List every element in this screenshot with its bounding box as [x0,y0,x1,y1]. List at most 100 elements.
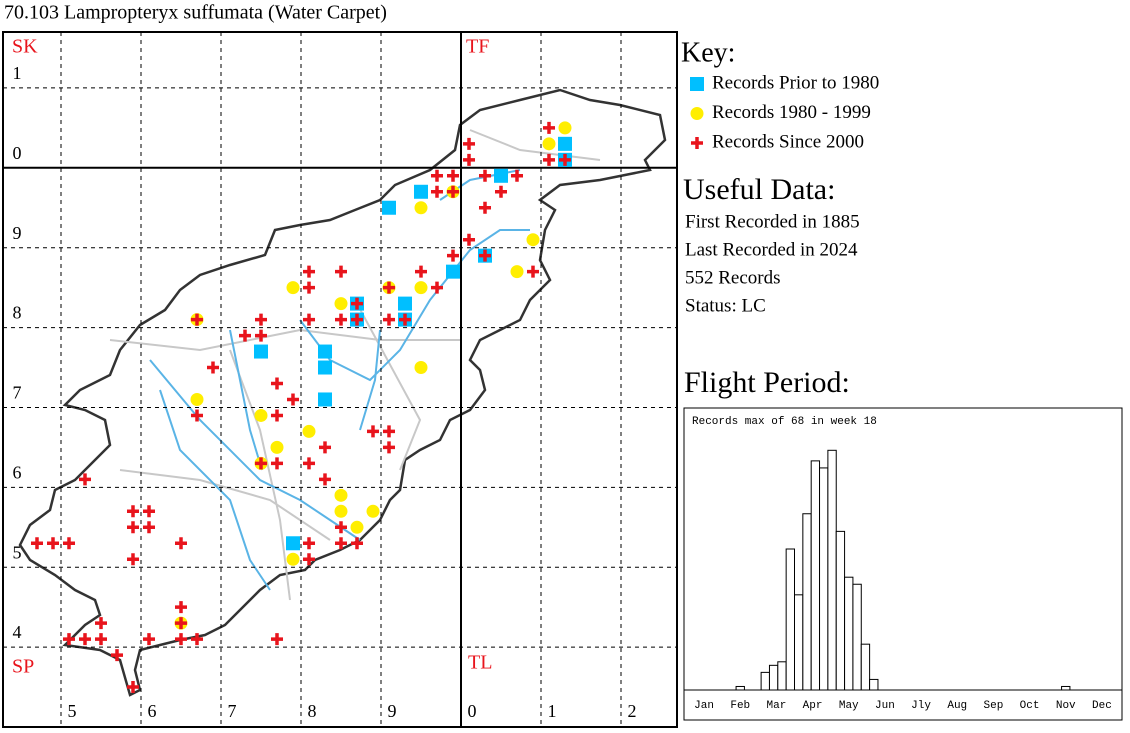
x-tick-label: Nov [1056,700,1076,712]
x-tick-label: Feb [730,700,750,712]
record-cross [319,441,331,454]
record-cross [351,297,363,310]
record-cross [319,473,331,486]
record-square [398,296,412,311]
square-label: SP [12,656,34,678]
bar [802,513,812,691]
useful-data-line: Last Recorded in 2024 [685,239,858,260]
x-tick-label: 2 [628,701,637,721]
record-square [558,136,572,151]
record-cross [479,249,491,262]
record-cross [303,553,315,566]
record-dot [270,440,284,454]
record-cross [303,537,315,550]
record-square [494,168,508,183]
record-cross [255,313,267,326]
record-cross [559,153,571,166]
x-tick-label: 9 [388,701,397,721]
record-cross [367,425,379,438]
record-cross [479,169,491,182]
record-cross [95,617,107,630]
record-dot [542,137,556,151]
y-tick-label: 4 [13,622,22,642]
record-cross [143,521,155,534]
useful-data: First Recorded in 1885 Last Recorded in 2… [685,211,860,316]
river [149,169,530,591]
bar [1061,685,1071,691]
record-dot [334,504,348,518]
record-dot [414,201,428,215]
record-cross [415,265,427,278]
record-cross [255,329,267,342]
record-cross [207,361,219,374]
y-tick-label: 8 [13,303,22,323]
y-tick-label: 1 [13,63,22,83]
chart-frame [683,407,1123,721]
y-tick-label: 7 [13,383,22,403]
record-cross [63,633,75,646]
record-cross [255,457,267,470]
record-cross [431,185,443,198]
record-cross [335,265,347,278]
x-tick-label: 5 [68,701,77,721]
record-cross [191,633,203,646]
record-cross [127,553,139,566]
record-cross [383,281,395,294]
record-cross [383,425,395,438]
key: Records Prior to 1980 Records 1980 - 1999… [690,72,879,152]
record-square [690,77,704,91]
x-tick-label: Aug [947,700,967,712]
record-dot [334,488,348,502]
record-cross [335,537,347,550]
record-cross [271,377,283,390]
bar [819,467,829,691]
x-tick-label: 1 [548,701,557,721]
record-square [414,184,428,199]
y-tick-label: 9 [13,223,22,243]
bar [827,449,837,691]
record-dot [414,361,428,375]
record-square [446,264,460,279]
x-tick-label: May [839,700,859,712]
map-frame [2,31,678,728]
x-tick-label: 7 [228,701,237,721]
record-cross [447,185,459,198]
record-cross [303,281,315,294]
record-cross [63,537,75,550]
record-square [382,200,396,215]
record-cross [351,537,363,550]
x-tick-label: Dec [1092,700,1112,712]
record-square [318,392,332,407]
key-title: Key: [681,37,735,68]
record-cross [303,265,315,278]
record-cross [175,633,187,646]
x-tick-label: Oct [1020,700,1040,712]
record-cross [447,169,459,182]
record-cross [191,313,203,326]
record-cross [691,137,703,149]
chart-title: Records max of 68 in week 18 [692,416,877,428]
record-cross [127,505,139,518]
record-cross [351,313,363,326]
bar [785,548,796,691]
record-square [318,360,332,375]
useful-data-line: Status: LC [685,295,766,316]
record-cross [95,633,107,646]
useful-data-line: First Recorded in 1885 [685,211,860,232]
record-square [254,344,268,359]
record-cross [335,521,347,534]
bar [768,664,779,691]
record-dot [510,265,524,279]
y-tick-label: 5 [13,542,22,562]
square-label: TL [468,652,492,674]
record-cross [271,409,283,422]
record-cross [239,329,251,342]
record-cross [127,521,139,534]
useful-data-title: Useful Data: [683,173,835,206]
record-square [318,344,332,359]
y-tick-label: 6 [13,462,22,482]
record-cross [399,313,411,326]
record-cross [271,457,283,470]
record-dot [350,520,364,534]
